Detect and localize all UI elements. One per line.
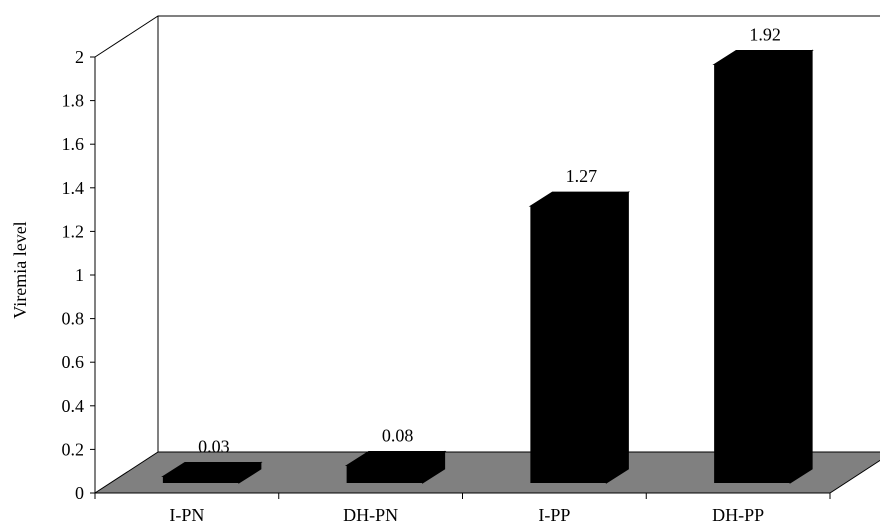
bar-side xyxy=(238,461,262,484)
y-tick-label: 1.2 xyxy=(62,221,85,241)
y-tick-label: 0 xyxy=(75,483,84,503)
chart-walls xyxy=(94,15,880,452)
data-label: 0.03 xyxy=(198,436,230,456)
bar-front xyxy=(162,476,239,483)
y-tick-label: 0.2 xyxy=(62,439,85,459)
y-axis-title: Viremia level xyxy=(10,221,30,318)
bars xyxy=(161,49,814,484)
data-label: 0.08 xyxy=(382,426,414,446)
bar-side xyxy=(789,49,813,484)
bar-front xyxy=(346,465,423,483)
data-label: 1.27 xyxy=(566,166,598,186)
bar xyxy=(712,49,814,484)
bar xyxy=(161,461,263,484)
data-labels: 0.03 0.08 1.27 1.92 xyxy=(198,24,781,456)
bar-side xyxy=(605,191,629,484)
y-tick-label: 1.8 xyxy=(62,91,85,111)
y-tick-label: 1.6 xyxy=(62,134,85,154)
x-tick-label: DH-PN xyxy=(343,505,398,525)
bar xyxy=(528,191,631,484)
y-tick-label: 1 xyxy=(75,265,84,285)
y-axis: 0 0.2 0.4 0.6 0.8 1 1.2 1.4 1.6 1.8 2 xyxy=(62,47,96,503)
y-tick-label: 0.6 xyxy=(62,352,85,372)
x-tick-label: I-PP xyxy=(538,505,570,525)
bar-front xyxy=(530,206,607,483)
y-tick-label: 0.4 xyxy=(62,396,85,416)
x-axis: I-PN DH-PN I-PP DH-PP xyxy=(94,492,831,525)
data-label: 1.92 xyxy=(749,24,781,44)
bar-front xyxy=(714,64,791,483)
bar-side xyxy=(422,450,446,484)
y-tick-label: 2 xyxy=(75,47,84,67)
y-tick-label: 0.8 xyxy=(62,309,85,329)
bar xyxy=(344,450,447,484)
x-tick-label: DH-PP xyxy=(712,505,764,525)
y-tick-label: 1.4 xyxy=(62,178,85,198)
x-tick-label: I-PN xyxy=(169,505,204,525)
